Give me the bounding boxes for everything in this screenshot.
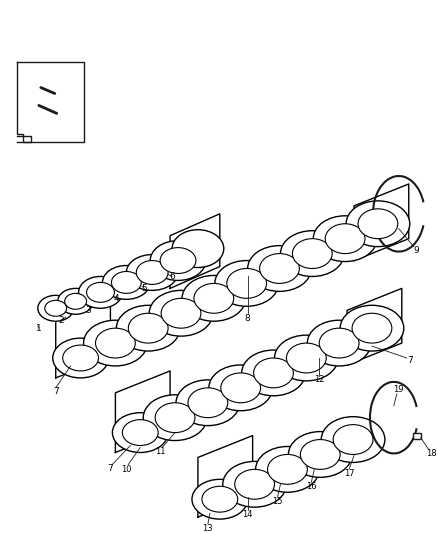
Text: 9: 9 <box>414 246 420 255</box>
Ellipse shape <box>78 277 122 308</box>
Ellipse shape <box>260 254 299 284</box>
Text: 5: 5 <box>141 284 147 293</box>
Ellipse shape <box>126 255 178 290</box>
Ellipse shape <box>321 417 385 463</box>
Ellipse shape <box>358 209 398 239</box>
Ellipse shape <box>247 246 311 292</box>
Ellipse shape <box>254 358 293 388</box>
Text: 16: 16 <box>306 482 317 491</box>
Text: 7: 7 <box>108 464 113 473</box>
Ellipse shape <box>223 462 286 507</box>
Text: 12: 12 <box>314 375 325 384</box>
Ellipse shape <box>340 305 404 351</box>
Text: 18: 18 <box>426 449 437 458</box>
Ellipse shape <box>307 320 371 366</box>
Ellipse shape <box>215 261 279 306</box>
Text: 11: 11 <box>155 447 166 456</box>
Text: 10: 10 <box>121 465 131 474</box>
Ellipse shape <box>172 230 224 268</box>
Ellipse shape <box>319 328 359 358</box>
Ellipse shape <box>95 328 135 358</box>
Ellipse shape <box>286 343 326 373</box>
Ellipse shape <box>160 248 196 273</box>
Ellipse shape <box>346 201 410 247</box>
Ellipse shape <box>128 313 168 343</box>
Text: 19: 19 <box>394 385 404 394</box>
Ellipse shape <box>242 350 305 396</box>
Ellipse shape <box>113 413 168 453</box>
Text: 7: 7 <box>407 357 413 366</box>
Ellipse shape <box>38 295 74 321</box>
Text: 2: 2 <box>58 316 64 325</box>
Text: 17: 17 <box>344 469 354 478</box>
Ellipse shape <box>65 293 87 309</box>
Ellipse shape <box>352 313 392 343</box>
Ellipse shape <box>58 288 94 314</box>
Ellipse shape <box>176 380 240 426</box>
Ellipse shape <box>194 284 234 313</box>
Ellipse shape <box>300 440 340 470</box>
Ellipse shape <box>221 373 261 403</box>
Ellipse shape <box>289 432 352 478</box>
Ellipse shape <box>268 455 307 484</box>
Ellipse shape <box>202 486 238 512</box>
Ellipse shape <box>122 419 158 446</box>
Ellipse shape <box>150 241 206 280</box>
Ellipse shape <box>117 305 180 351</box>
Ellipse shape <box>136 261 168 285</box>
Ellipse shape <box>53 338 109 378</box>
Text: 3: 3 <box>86 306 92 315</box>
Text: 8: 8 <box>245 314 251 322</box>
Text: 7: 7 <box>53 387 59 397</box>
Ellipse shape <box>313 216 377 262</box>
Ellipse shape <box>325 224 365 254</box>
Ellipse shape <box>293 239 332 269</box>
Text: 6: 6 <box>169 272 175 281</box>
Ellipse shape <box>227 269 267 298</box>
Ellipse shape <box>161 298 201 328</box>
Ellipse shape <box>45 300 67 316</box>
Ellipse shape <box>333 425 373 455</box>
Text: 14: 14 <box>242 510 253 519</box>
Ellipse shape <box>192 479 247 519</box>
Ellipse shape <box>235 470 275 499</box>
Text: 15: 15 <box>272 497 283 506</box>
Ellipse shape <box>84 320 147 366</box>
Ellipse shape <box>155 403 195 433</box>
Ellipse shape <box>182 276 246 321</box>
Ellipse shape <box>209 365 272 411</box>
Text: 1: 1 <box>36 324 42 333</box>
FancyBboxPatch shape <box>413 433 420 439</box>
Ellipse shape <box>102 265 150 300</box>
Ellipse shape <box>280 231 344 277</box>
Ellipse shape <box>87 282 114 302</box>
Text: 4: 4 <box>113 294 119 303</box>
Ellipse shape <box>188 388 228 418</box>
Ellipse shape <box>63 345 99 371</box>
Ellipse shape <box>149 290 213 336</box>
Text: 13: 13 <box>202 523 213 532</box>
Ellipse shape <box>275 335 338 381</box>
Ellipse shape <box>143 395 207 441</box>
Ellipse shape <box>111 271 141 293</box>
Ellipse shape <box>256 447 319 492</box>
